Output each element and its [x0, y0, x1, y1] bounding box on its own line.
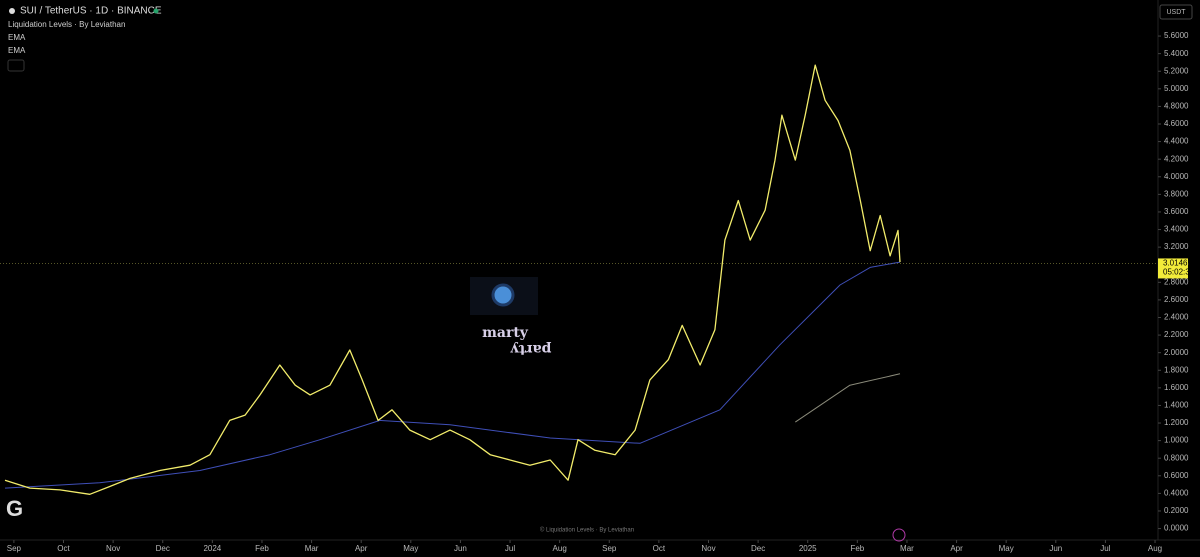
- x-tick-label: Jun: [454, 544, 467, 553]
- y-tick-label: 2.6000: [1164, 295, 1189, 304]
- y-tick-label: 3.2000: [1164, 242, 1189, 251]
- y-tick-label: 4.6000: [1164, 119, 1189, 128]
- y-tick-label: 0.8000: [1164, 453, 1189, 462]
- x-tick-label: Oct: [57, 544, 70, 553]
- chart-title: SUI / TetherUS · 1D · BINANCE: [20, 6, 162, 17]
- countdown: 05:02:34: [1163, 268, 1195, 277]
- series-line: [4, 64, 901, 495]
- status-dot: [153, 8, 159, 14]
- logo-text: party: [510, 341, 552, 357]
- y-tick-label: 4.4000: [1164, 137, 1189, 146]
- legend-entry: EMA: [8, 46, 26, 55]
- logo-avatar: [491, 283, 515, 307]
- y-tick-label: 4.8000: [1164, 102, 1189, 111]
- y-tick-label: 5.2000: [1164, 66, 1189, 75]
- collapse-button[interactable]: [7, 59, 25, 72]
- x-tick-label: Apr: [950, 544, 963, 553]
- x-tick-label: Dec: [751, 544, 765, 553]
- y-tick-label: 2.4000: [1164, 313, 1189, 322]
- y-tick-label: 1.8000: [1164, 365, 1189, 374]
- x-tick-label: Mar: [900, 544, 914, 553]
- x-tick-label: Nov: [106, 544, 120, 553]
- y-tick-label: 0.2000: [1164, 506, 1189, 515]
- y-tick-label: 0.4000: [1164, 488, 1189, 497]
- y-tick-label: 3.4000: [1164, 225, 1189, 234]
- y-tick-label: 5.0000: [1164, 84, 1189, 93]
- y-tick-label: 2.0000: [1164, 348, 1189, 357]
- y-tick-label: 1.4000: [1164, 401, 1189, 410]
- x-tick-label: Sep: [7, 544, 22, 553]
- indicator-label: Liquidation Levels · By Leviathan: [8, 20, 125, 29]
- watermark: © Liquidation Levels · By Leviathan: [540, 527, 634, 534]
- last-price-label: 3.0146: [1163, 259, 1188, 268]
- x-tick-label: Feb: [255, 544, 269, 553]
- currency-label: USDT: [1166, 9, 1186, 16]
- y-tick-label: 1.6000: [1164, 383, 1189, 392]
- y-tick-label: 3.6000: [1164, 207, 1189, 216]
- x-tick-label: Feb: [850, 544, 864, 553]
- x-tick-label: Aug: [553, 544, 567, 553]
- x-tick-label: 2025: [799, 544, 817, 553]
- y-tick-label: 1.2000: [1164, 418, 1189, 427]
- currency-button[interactable]: [1159, 4, 1193, 20]
- y-tick-label: 2.2000: [1164, 330, 1189, 339]
- y-tick-label: 2.8000: [1164, 277, 1189, 286]
- x-tick-label: Mar: [305, 544, 319, 553]
- y-tick-label: 0.0000: [1164, 524, 1189, 533]
- x-tick-label: Oct: [653, 544, 666, 553]
- x-tick-label: Jul: [505, 544, 515, 553]
- y-tick-label: 4.2000: [1164, 154, 1189, 163]
- y-tick-label: 1.0000: [1164, 436, 1189, 445]
- y-tick-label: 4.0000: [1164, 172, 1189, 181]
- legend-entry: EMA: [8, 33, 26, 42]
- x-tick-label: Aug: [1148, 544, 1162, 553]
- y-tick-label: 5.4000: [1164, 49, 1189, 58]
- y-tick-label: 0.6000: [1164, 471, 1189, 480]
- x-tick-label: Nov: [701, 544, 715, 553]
- series-line: [4, 261, 901, 489]
- x-tick-label: May: [403, 544, 418, 553]
- y-tick-label: 5.6000: [1164, 31, 1189, 40]
- x-tick-label: 2024: [203, 544, 221, 553]
- x-tick-label: Apr: [355, 544, 368, 553]
- x-tick-label: May: [999, 544, 1014, 553]
- y-tick-label: 3.8000: [1164, 189, 1189, 198]
- logo-text: marty: [482, 325, 529, 341]
- series-line: [795, 373, 901, 423]
- x-tick-label: Sep: [602, 544, 617, 553]
- tv-logo: G: [6, 496, 23, 521]
- x-tick-label: Dec: [156, 544, 170, 553]
- last-price-box: [1158, 258, 1188, 279]
- symbol-icon: [9, 8, 15, 14]
- x-tick-label: Jul: [1100, 544, 1110, 553]
- x-tick-label: Jun: [1049, 544, 1062, 553]
- event-icon[interactable]: [892, 528, 906, 542]
